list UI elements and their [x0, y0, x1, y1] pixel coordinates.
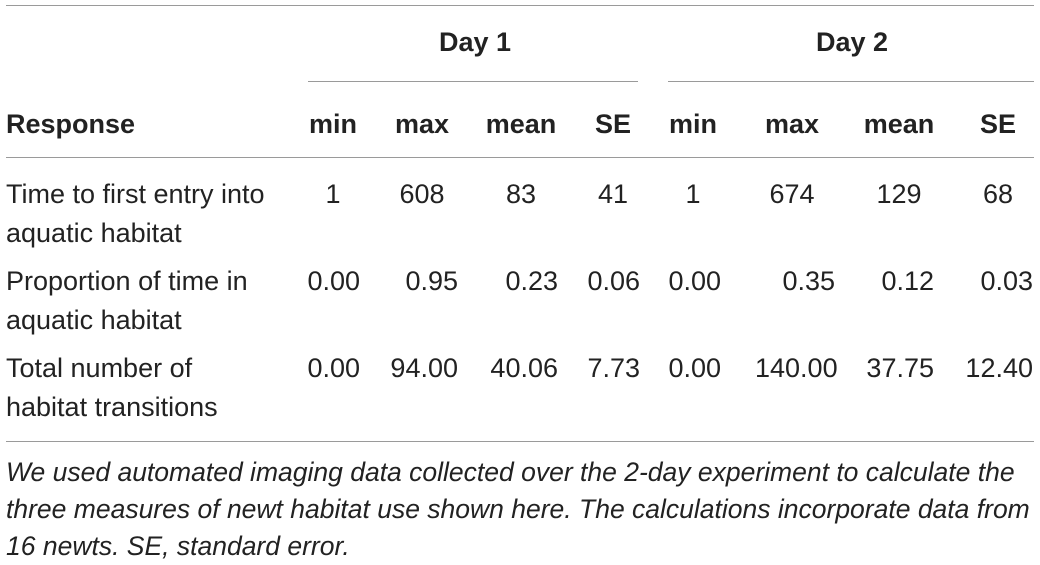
col-header-day2-max: max — [764, 109, 820, 139]
cell-day2-se: 68 — [982, 179, 1014, 209]
cell-day1-min: 1 — [325, 179, 341, 209]
cell-day1-mean: 40.06 — [490, 353, 558, 383]
cell-day1-se: 7.73 — [587, 353, 640, 383]
cell-day1-min: 0.00 — [307, 266, 360, 296]
cell-day2-se: 12.40 — [965, 353, 1033, 383]
cell-day1-max: 608 — [399, 179, 445, 209]
cell-day2-se: 0.03 — [980, 266, 1033, 296]
day2-group-rule — [668, 81, 1034, 82]
row-header-response: Response — [6, 109, 136, 139]
cell-day2-mean: 129 — [876, 179, 922, 209]
cell-day2-max: 0.35 — [782, 266, 835, 296]
bottom-rule — [6, 441, 1034, 442]
table-footnote: We used automated imaging data collected… — [6, 457, 1030, 561]
cell-day1-min: 0.00 — [307, 353, 360, 383]
cell-day1-mean: 0.23 — [505, 266, 558, 296]
row-label-line1: Total number of — [6, 353, 193, 383]
cell-day2-min: 1 — [685, 179, 701, 209]
cell-day1-max: 94.00 — [390, 353, 458, 383]
cell-day2-max: 140.00 — [755, 353, 838, 383]
cell-day2-mean: 37.75 — [866, 353, 934, 383]
col-header-day1-se: SE — [594, 109, 632, 139]
cell-day2-max: 674 — [769, 179, 815, 209]
col-header-day1-max: max — [394, 109, 450, 139]
row-label-line2: aquatic habitat — [6, 218, 182, 248]
cell-day2-mean: 0.12 — [881, 266, 934, 296]
col-header-day2-min: min — [668, 109, 717, 139]
group-header-day2: Day 2 — [815, 27, 889, 57]
col-header-day1-mean: mean — [485, 109, 557, 139]
cell-day1-se: 41 — [597, 179, 629, 209]
top-rule — [6, 5, 1034, 6]
row-label-line1: Proportion of time in — [6, 266, 248, 296]
col-header-day1-min: min — [308, 109, 357, 139]
cell-day2-min: 0.00 — [668, 353, 721, 383]
cell-day1-se: 0.06 — [587, 266, 640, 296]
row-label-line2: habitat transitions — [6, 392, 218, 422]
day1-group-rule — [308, 81, 638, 82]
cell-day1-max: 0.95 — [405, 266, 458, 296]
col-header-day2-se: SE — [979, 109, 1017, 139]
cell-day1-mean: 83 — [505, 179, 537, 209]
col-header-day2-mean: mean — [863, 109, 935, 139]
group-header-day1: Day 1 — [438, 27, 512, 57]
header-rule — [6, 157, 1034, 158]
row-label-line2: aquatic habitat — [6, 305, 182, 335]
row-label-line1: Time to first entry into — [6, 179, 265, 209]
cell-day2-min: 0.00 — [668, 266, 721, 296]
